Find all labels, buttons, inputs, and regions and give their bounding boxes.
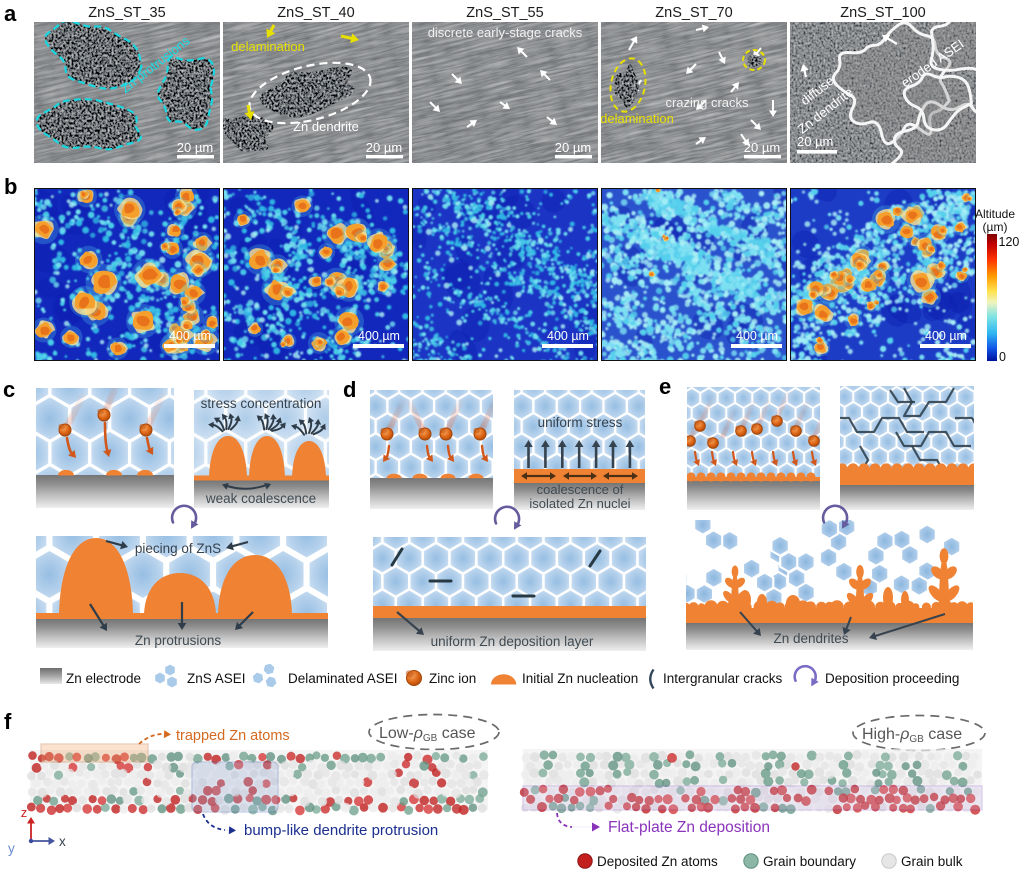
svg-text:Zinc ion: Zinc ion (429, 671, 476, 686)
svg-text:z: z (21, 805, 28, 820)
svg-text:High-ρGB case: High-ρGB case (862, 726, 962, 745)
svg-text:20 µm: 20 µm (366, 140, 402, 155)
svg-text:ZnS ASEI: ZnS ASEI (187, 671, 246, 686)
svg-text:coalescence of: coalescence of (537, 482, 624, 497)
svg-text:Initial Zn nucleation: Initial Zn nucleation (522, 671, 638, 686)
svg-text:x: x (59, 834, 66, 849)
svg-text:Zn protrusions: Zn protrusions (135, 633, 222, 648)
svg-text:a: a (4, 1, 17, 26)
svg-text:400 µm: 400 µm (358, 329, 400, 343)
svg-text:e: e (659, 374, 671, 399)
svg-text:0: 0 (999, 350, 1006, 364)
svg-text:(µm): (µm) (983, 220, 1008, 234)
svg-text:Deposited Zn atoms: Deposited Zn atoms (597, 854, 718, 869)
svg-text:20 µm: 20 µm (177, 140, 213, 155)
svg-text:trapped Zn atoms: trapped Zn atoms (176, 728, 290, 744)
svg-text:400 µm: 400 µm (925, 329, 967, 343)
svg-text:uniform Zn deposition layer: uniform Zn deposition layer (431, 634, 594, 649)
svg-text:uniform stress: uniform stress (538, 415, 623, 430)
svg-text:f: f (4, 709, 12, 734)
svg-text:isolated Zn nuclei: isolated Zn nuclei (529, 496, 630, 511)
svg-text:ZnS_ST_100: ZnS_ST_100 (840, 5, 925, 21)
svg-text:c: c (3, 377, 15, 402)
svg-text:stress concentration: stress concentration (201, 396, 322, 411)
svg-text:Deposition proceeding: Deposition proceeding (825, 671, 959, 686)
svg-text:Low-ρGB case: Low-ρGB case (379, 725, 476, 744)
svg-text:20 µm: 20 µm (555, 140, 591, 155)
svg-text:Zn electrode: Zn electrode (66, 671, 141, 686)
svg-text:ZnS_ST_40: ZnS_ST_40 (277, 5, 354, 21)
svg-text:20 µm: 20 µm (797, 134, 833, 149)
svg-text:delamination: delamination (600, 111, 674, 126)
svg-text:bump-like dendrite protrusion: bump-like dendrite protrusion (244, 822, 438, 839)
svg-text:Delaminated ASEI: Delaminated ASEI (288, 671, 398, 686)
svg-text:ZnS_ST_35: ZnS_ST_35 (88, 5, 165, 21)
svg-text:weak coalescence: weak coalescence (205, 491, 316, 506)
svg-text:400 µm: 400 µm (169, 329, 211, 343)
svg-text:ZnS_ST_70: ZnS_ST_70 (655, 5, 732, 21)
svg-text:piecing of ZnS: piecing of ZnS (135, 541, 221, 556)
svg-text:Grain bulk: Grain bulk (901, 854, 963, 869)
svg-text:d: d (343, 377, 356, 402)
svg-text:120: 120 (999, 235, 1020, 249)
svg-text:Zn dendrites: Zn dendrites (773, 631, 848, 646)
svg-text:y: y (8, 841, 15, 856)
svg-text:400 µm: 400 µm (736, 329, 778, 343)
svg-text:Grain boundary: Grain boundary (763, 854, 856, 869)
svg-text:Altitude: Altitude (975, 207, 1015, 221)
svg-text:Intergranular cracks: Intergranular cracks (663, 671, 783, 686)
svg-text:20 µm: 20 µm (744, 140, 780, 155)
svg-text:crazing cracks: crazing cracks (665, 95, 749, 110)
svg-text:Flat-plate Zn deposition: Flat-plate Zn deposition (608, 819, 770, 836)
svg-text:delamination: delamination (231, 39, 305, 54)
svg-text:ZnS_ST_55: ZnS_ST_55 (466, 5, 543, 21)
svg-text:400 µm: 400 µm (547, 329, 589, 343)
svg-text:b: b (4, 174, 17, 199)
svg-text:Zn dendrite: Zn dendrite (293, 119, 359, 134)
svg-text:discrete early-stage cracks: discrete early-stage cracks (428, 25, 583, 40)
